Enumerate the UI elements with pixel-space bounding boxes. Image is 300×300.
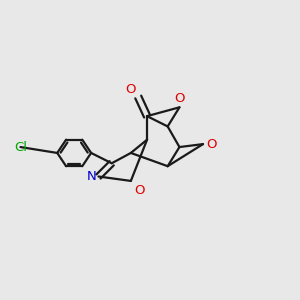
- Text: N: N: [87, 170, 97, 183]
- Text: Cl: Cl: [14, 141, 27, 154]
- Text: O: O: [125, 82, 135, 95]
- Text: O: O: [134, 184, 144, 197]
- Text: O: O: [206, 138, 217, 151]
- Text: O: O: [174, 92, 185, 105]
